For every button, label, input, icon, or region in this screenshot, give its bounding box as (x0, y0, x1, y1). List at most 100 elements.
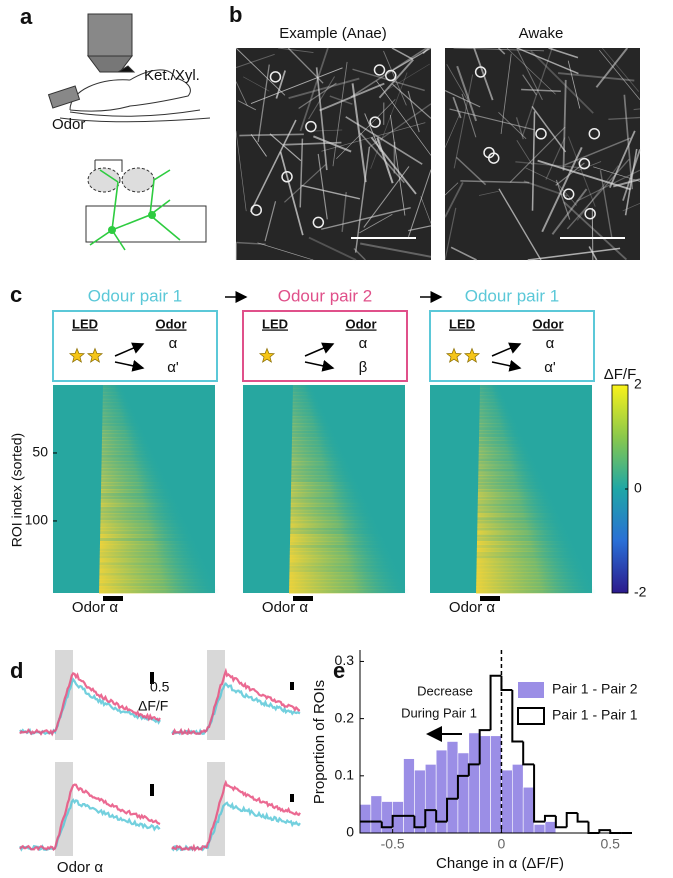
scale-bar (150, 672, 154, 684)
neurite (332, 61, 348, 167)
soma (373, 64, 386, 76)
scale-bar (290, 794, 294, 802)
x-tick-label: -0.5 (381, 836, 405, 852)
soma (281, 171, 293, 183)
heatmap-row (478, 471, 541, 476)
neurite (378, 59, 414, 99)
annotation: Decrease (417, 683, 473, 698)
heatmap-row (100, 492, 174, 497)
neurite (523, 180, 568, 197)
heatmap-row (102, 416, 138, 421)
heatmap-row (478, 457, 535, 462)
neurite (239, 133, 304, 137)
legend-label: Pair 1 - Pair 1 (552, 707, 638, 723)
led-star (68, 347, 86, 363)
neurite (497, 47, 506, 55)
heatmap-row (102, 398, 130, 403)
histogram-bar (381, 801, 393, 834)
odor-name: α (546, 335, 555, 352)
heatmap-row (100, 530, 192, 535)
heatmap-row (290, 530, 382, 535)
condition-title: Odour pair 1 (465, 286, 560, 305)
heatmap-row (291, 475, 356, 480)
heatmap-row (291, 450, 345, 455)
neurite (622, 202, 641, 212)
soma (369, 116, 381, 128)
heatmap-row (291, 489, 362, 493)
neurite (516, 47, 579, 75)
neurite (376, 137, 394, 184)
arrow (491, 342, 522, 357)
neurite (444, 90, 481, 108)
neurite (237, 100, 257, 111)
heatmap-row (101, 464, 161, 469)
heatmap-row (478, 447, 530, 452)
heatmap-row (479, 437, 525, 441)
neurite (388, 63, 430, 90)
heatmap-row (477, 492, 551, 497)
heatmap-row (291, 478, 358, 483)
neurite (449, 108, 535, 131)
histogram-bar (435, 749, 448, 834)
heatmap-row (292, 419, 330, 424)
neurite (576, 169, 641, 202)
trace (19, 783, 161, 852)
x-axis-label: Odor α (449, 599, 496, 616)
heatmap-row (477, 520, 564, 525)
histogram-bar (512, 764, 524, 834)
heatmap-row (289, 561, 397, 566)
neurite (516, 47, 543, 101)
heatmap-row (476, 582, 594, 587)
neurite (444, 182, 459, 196)
arrow (114, 359, 145, 372)
heatmap-row (289, 544, 389, 549)
neurite (370, 72, 408, 169)
neurite (345, 116, 423, 165)
histogram-step (435, 810, 448, 823)
histogram-bar (403, 758, 415, 834)
neurite (452, 96, 462, 119)
neurite (498, 188, 542, 261)
heatmap-row (292, 423, 331, 428)
heatmap-row (100, 516, 186, 521)
neurite (368, 103, 432, 148)
odor-name: α (359, 335, 368, 352)
neurite (351, 83, 367, 183)
histogram-bar (414, 769, 426, 834)
heatmap-row (478, 464, 538, 469)
heatmap-row (101, 454, 156, 459)
heatmap-row (102, 391, 127, 396)
neurite (548, 47, 579, 59)
histogram-step (446, 797, 458, 822)
neurite (315, 67, 328, 171)
neurite (521, 88, 561, 92)
heatmap-row (289, 558, 395, 563)
neurite (284, 164, 327, 203)
heatmap-row (479, 405, 510, 410)
heatmap-row (99, 565, 208, 570)
x-axis-label: Odor α (57, 859, 104, 876)
heatmap-row (100, 541, 197, 545)
panel-label: e (333, 658, 345, 683)
arrow (114, 342, 145, 357)
stimulus-bar (480, 596, 500, 601)
heatmap-row (476, 575, 590, 580)
neurite (595, 47, 629, 88)
stimulus-label: Odor (52, 116, 85, 133)
soma (305, 120, 317, 133)
odor-label: Odor (532, 316, 563, 331)
soma (487, 152, 500, 164)
heatmap-row (476, 579, 592, 584)
neurite (250, 67, 343, 104)
heatmap-row (290, 534, 384, 539)
neurite (453, 74, 474, 169)
colorbar-tick-label: 2 (634, 376, 642, 392)
histogram-bar (501, 769, 513, 834)
neurite (541, 146, 583, 233)
y-tick-label: 0.1 (335, 767, 355, 783)
heatmap-row (477, 506, 558, 511)
heatmap-row (100, 527, 190, 532)
neurite (601, 47, 640, 92)
heatmap-row (289, 579, 405, 584)
